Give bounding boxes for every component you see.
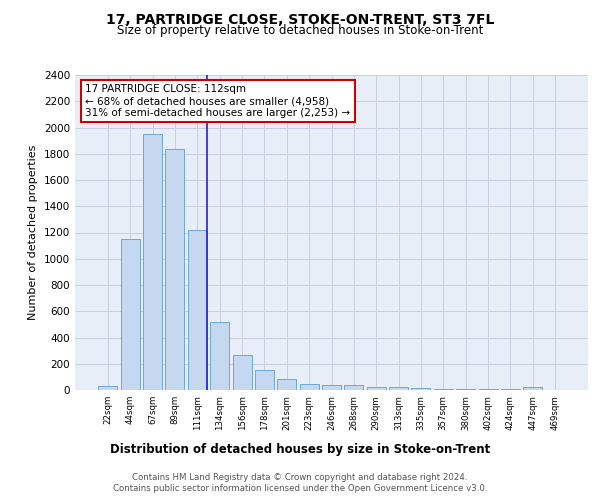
Bar	[210, 322, 229, 390]
Bar	[233, 355, 251, 390]
Text: Contains HM Land Registry data © Crown copyright and database right 2024.: Contains HM Land Registry data © Crown c…	[132, 472, 468, 482]
Bar	[98, 386, 118, 390]
Bar	[277, 379, 296, 390]
Bar	[322, 385, 341, 390]
Y-axis label: Number of detached properties: Number of detached properties	[28, 145, 38, 320]
Bar	[188, 230, 207, 390]
Bar	[412, 388, 430, 390]
Bar	[143, 134, 162, 390]
Bar	[523, 388, 542, 390]
Text: Contains public sector information licensed under the Open Government Licence v3: Contains public sector information licen…	[113, 484, 487, 493]
Text: 17 PARTRIDGE CLOSE: 112sqm
← 68% of detached houses are smaller (4,958)
31% of s: 17 PARTRIDGE CLOSE: 112sqm ← 68% of deta…	[85, 84, 350, 117]
Text: Size of property relative to detached houses in Stoke-on-Trent: Size of property relative to detached ho…	[117, 24, 483, 37]
Bar	[166, 148, 184, 390]
Bar	[389, 388, 408, 390]
Bar	[299, 384, 319, 390]
Bar	[456, 388, 475, 390]
Bar	[367, 388, 386, 390]
Bar	[344, 386, 364, 390]
Bar	[121, 239, 140, 390]
Text: 17, PARTRIDGE CLOSE, STOKE-ON-TRENT, ST3 7FL: 17, PARTRIDGE CLOSE, STOKE-ON-TRENT, ST3…	[106, 12, 494, 26]
Bar	[434, 388, 453, 390]
Bar	[255, 370, 274, 390]
Text: Distribution of detached houses by size in Stoke-on-Trent: Distribution of detached houses by size …	[110, 442, 490, 456]
